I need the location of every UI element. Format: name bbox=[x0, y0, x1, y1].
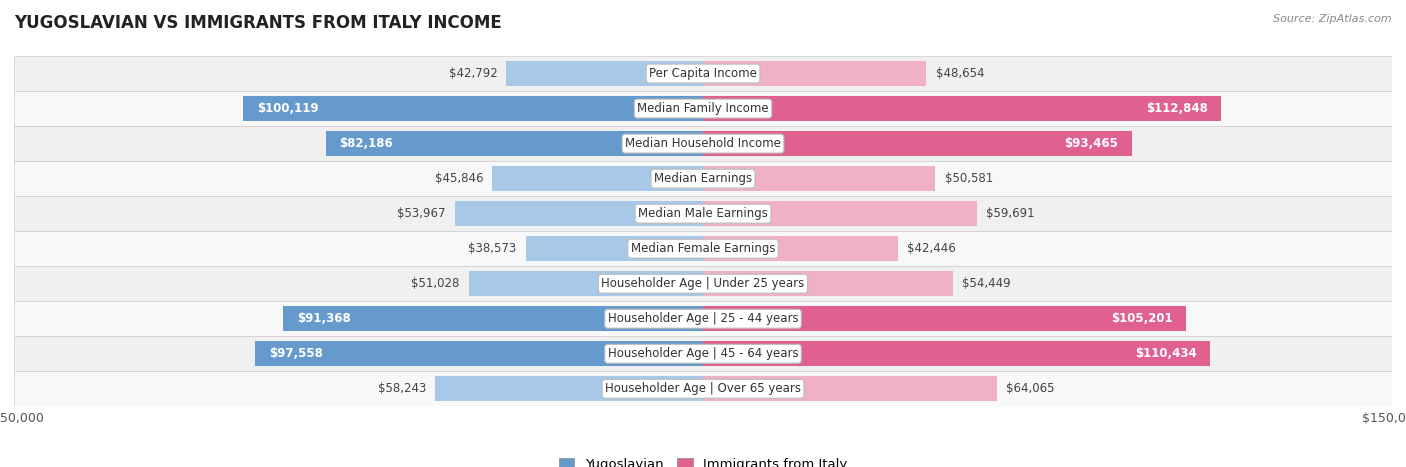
Bar bbox=[14, 336, 1392, 371]
Bar bbox=[326, 131, 703, 156]
Bar bbox=[284, 306, 703, 332]
Text: $59,691: $59,691 bbox=[987, 207, 1035, 220]
Bar bbox=[14, 56, 1392, 91]
Text: $58,243: $58,243 bbox=[378, 382, 426, 395]
Text: $45,846: $45,846 bbox=[434, 172, 484, 185]
Bar bbox=[14, 196, 1392, 231]
Bar bbox=[703, 96, 1222, 121]
Text: $50,581: $50,581 bbox=[945, 172, 993, 185]
Text: Median Family Income: Median Family Income bbox=[637, 102, 769, 115]
Text: $64,065: $64,065 bbox=[1007, 382, 1054, 395]
Bar bbox=[703, 61, 927, 86]
Bar bbox=[254, 341, 703, 366]
Bar bbox=[703, 201, 977, 226]
Bar bbox=[456, 201, 703, 226]
Legend: Yugoslavian, Immigrants from Italy: Yugoslavian, Immigrants from Italy bbox=[554, 453, 852, 467]
Text: $51,028: $51,028 bbox=[411, 277, 460, 290]
Text: Householder Age | Over 65 years: Householder Age | Over 65 years bbox=[605, 382, 801, 395]
Text: $112,848: $112,848 bbox=[1146, 102, 1208, 115]
Bar bbox=[703, 376, 997, 401]
Bar bbox=[703, 271, 953, 297]
Bar bbox=[703, 166, 935, 191]
Text: $105,201: $105,201 bbox=[1111, 312, 1173, 325]
Bar bbox=[703, 131, 1132, 156]
Bar bbox=[436, 376, 703, 401]
Bar bbox=[14, 231, 1392, 266]
Bar bbox=[14, 161, 1392, 196]
Text: $82,186: $82,186 bbox=[339, 137, 394, 150]
Bar bbox=[506, 61, 703, 86]
Text: YUGOSLAVIAN VS IMMIGRANTS FROM ITALY INCOME: YUGOSLAVIAN VS IMMIGRANTS FROM ITALY INC… bbox=[14, 14, 502, 32]
Bar bbox=[14, 126, 1392, 161]
Text: Median Female Earnings: Median Female Earnings bbox=[631, 242, 775, 255]
Text: $42,446: $42,446 bbox=[907, 242, 956, 255]
Text: Source: ZipAtlas.com: Source: ZipAtlas.com bbox=[1274, 14, 1392, 24]
Text: Per Capita Income: Per Capita Income bbox=[650, 67, 756, 80]
Bar bbox=[492, 166, 703, 191]
Bar bbox=[703, 341, 1211, 366]
Bar bbox=[14, 371, 1392, 406]
Bar bbox=[243, 96, 703, 121]
Text: $97,558: $97,558 bbox=[269, 347, 322, 360]
Text: $48,654: $48,654 bbox=[935, 67, 984, 80]
Text: Median Male Earnings: Median Male Earnings bbox=[638, 207, 768, 220]
Text: $42,792: $42,792 bbox=[449, 67, 498, 80]
Bar bbox=[14, 91, 1392, 126]
Bar bbox=[468, 271, 703, 297]
Bar bbox=[526, 236, 703, 261]
Bar bbox=[14, 301, 1392, 336]
Bar bbox=[14, 266, 1392, 301]
Text: $100,119: $100,119 bbox=[257, 102, 319, 115]
Text: $38,573: $38,573 bbox=[468, 242, 516, 255]
Text: $93,465: $93,465 bbox=[1064, 137, 1119, 150]
Text: $91,368: $91,368 bbox=[297, 312, 352, 325]
Text: Householder Age | Under 25 years: Householder Age | Under 25 years bbox=[602, 277, 804, 290]
Text: $54,449: $54,449 bbox=[962, 277, 1011, 290]
Text: Householder Age | 25 - 44 years: Householder Age | 25 - 44 years bbox=[607, 312, 799, 325]
Text: Householder Age | 45 - 64 years: Householder Age | 45 - 64 years bbox=[607, 347, 799, 360]
Bar bbox=[703, 236, 898, 261]
Text: $110,434: $110,434 bbox=[1135, 347, 1197, 360]
Text: Median Earnings: Median Earnings bbox=[654, 172, 752, 185]
Text: $53,967: $53,967 bbox=[398, 207, 446, 220]
Bar bbox=[703, 306, 1187, 332]
Text: Median Household Income: Median Household Income bbox=[626, 137, 780, 150]
